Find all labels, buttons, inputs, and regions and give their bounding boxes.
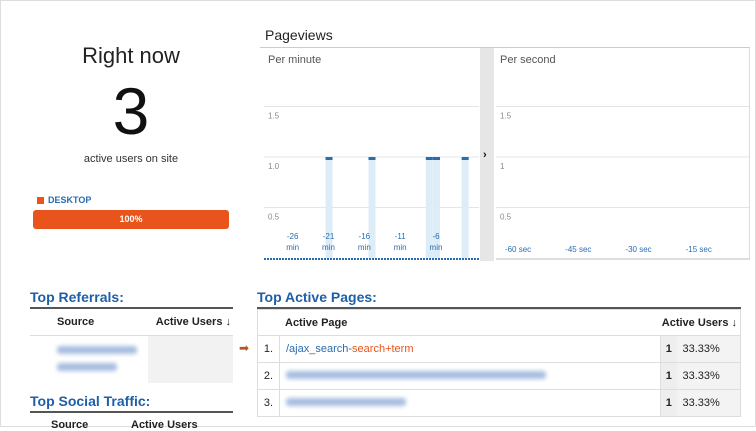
x-tick-label: -60 sec bbox=[505, 245, 531, 254]
x-tick-label: -30 sec bbox=[625, 245, 651, 254]
device-percent-bar: 100% bbox=[33, 210, 229, 229]
referral-row[interactable] bbox=[30, 335, 148, 383]
y-tick-label: 1.5 bbox=[500, 112, 512, 121]
table-row[interactable]: 3. 1 33.33% bbox=[257, 389, 741, 417]
x-tick-label: -15 sec bbox=[686, 245, 712, 254]
x-tick-unit: min bbox=[430, 243, 443, 252]
y-tick-label: 0.5 bbox=[268, 213, 280, 222]
bar bbox=[368, 157, 376, 258]
x-tick-label: -6 bbox=[432, 232, 440, 241]
x-tick-label: -45 sec bbox=[565, 245, 591, 254]
x-tick-label: -11 bbox=[395, 232, 407, 241]
row-number: 3. bbox=[257, 389, 280, 417]
page-link[interactable]: /ajax_search-search+term bbox=[279, 335, 661, 363]
page-search-term[interactable]: search+term bbox=[352, 343, 414, 355]
top-social-title: Top Social Traffic: bbox=[30, 393, 233, 413]
row-number: 1. bbox=[257, 335, 280, 363]
top-referrals-title: Top Referrals: bbox=[30, 289, 233, 309]
x-tick-unit: min bbox=[358, 243, 371, 252]
arrow-right-icon: ➡ bbox=[239, 341, 250, 355]
users-percent: 33.33% bbox=[676, 362, 741, 390]
x-tick-unit: min bbox=[394, 243, 407, 252]
pageviews-svg: › Per minute 0.5 1.0 1.5 -26 min -21 min -16 min -1… bbox=[264, 48, 749, 261]
desktop-swatch-icon bbox=[37, 196, 44, 204]
page-path-blurred[interactable] bbox=[286, 398, 406, 406]
social-col-source[interactable]: Source bbox=[51, 419, 89, 431]
users-count: 1 bbox=[660, 362, 677, 390]
col-source[interactable]: Source bbox=[30, 309, 148, 336]
bar-cap bbox=[433, 157, 440, 160]
chart-title: Per second bbox=[500, 54, 556, 66]
x-tick-label: -21 bbox=[323, 232, 335, 241]
chart-divider bbox=[480, 48, 494, 261]
bar bbox=[325, 157, 333, 258]
page-path-blurred[interactable] bbox=[286, 371, 546, 379]
y-tick-label: 1.0 bbox=[268, 162, 280, 171]
users-count: 1 bbox=[660, 389, 677, 417]
table-row[interactable]: 2. 1 33.33% bbox=[257, 362, 741, 390]
x-tick-unit: min bbox=[286, 243, 299, 252]
chart-title: Per minute bbox=[268, 54, 321, 66]
bar bbox=[461, 157, 469, 258]
users-percent: 33.33% bbox=[676, 389, 741, 417]
table-row[interactable]: 1. /ajax_search-search+term 1 33.33% bbox=[257, 335, 741, 363]
expand-chevron-icon: › bbox=[483, 149, 487, 161]
active-pages-table: Active Page Active Users ↓ 1. /ajax_searc… bbox=[257, 309, 741, 417]
active-user-count: 3 bbox=[112, 74, 150, 148]
top-active-pages-title: Top Active Pages: bbox=[257, 289, 741, 309]
bar-cap bbox=[461, 157, 469, 160]
y-tick-label: 1.5 bbox=[268, 112, 280, 121]
bar-cap bbox=[368, 157, 376, 160]
y-tick-label: 1 bbox=[500, 162, 505, 171]
col-active-page[interactable]: Active Page bbox=[257, 309, 661, 336]
pageviews-charts: › Per minute 0.5 1.0 1.5 -26 min -21 min -16 min -1… bbox=[260, 47, 750, 261]
x-tick-unit: min bbox=[322, 243, 335, 252]
pageviews-title: Pageviews bbox=[265, 27, 333, 43]
right-now-title: Right now bbox=[82, 43, 180, 68]
device-label: DESKTOP bbox=[48, 195, 92, 205]
col-active-users[interactable]: Active Users ↓ bbox=[147, 309, 233, 336]
device-legend: DESKTOP bbox=[37, 195, 91, 205]
y-tick-label: 0.5 bbox=[500, 213, 512, 222]
page-link[interactable] bbox=[279, 389, 661, 417]
users-count: 1 bbox=[660, 335, 677, 363]
social-col-users[interactable]: Active Users bbox=[131, 419, 198, 431]
row-number: 2. bbox=[257, 362, 280, 390]
x-tick-label: -16 bbox=[359, 232, 371, 241]
page-link[interactable] bbox=[279, 362, 661, 390]
x-tick-label: -26 bbox=[287, 232, 299, 241]
bar-cap bbox=[425, 157, 433, 160]
col-active-users[interactable]: Active Users ↓ bbox=[660, 309, 741, 336]
active-users-label: active users on site bbox=[83, 153, 179, 165]
page-path[interactable]: /ajax_search- bbox=[286, 343, 353, 355]
users-percent: 33.33% bbox=[676, 335, 741, 363]
bar bbox=[433, 157, 440, 258]
referrals-table: Source Active Users ↓ bbox=[30, 309, 233, 383]
referral-users bbox=[147, 335, 233, 383]
bar bbox=[425, 157, 433, 258]
bar-cap bbox=[325, 157, 333, 160]
